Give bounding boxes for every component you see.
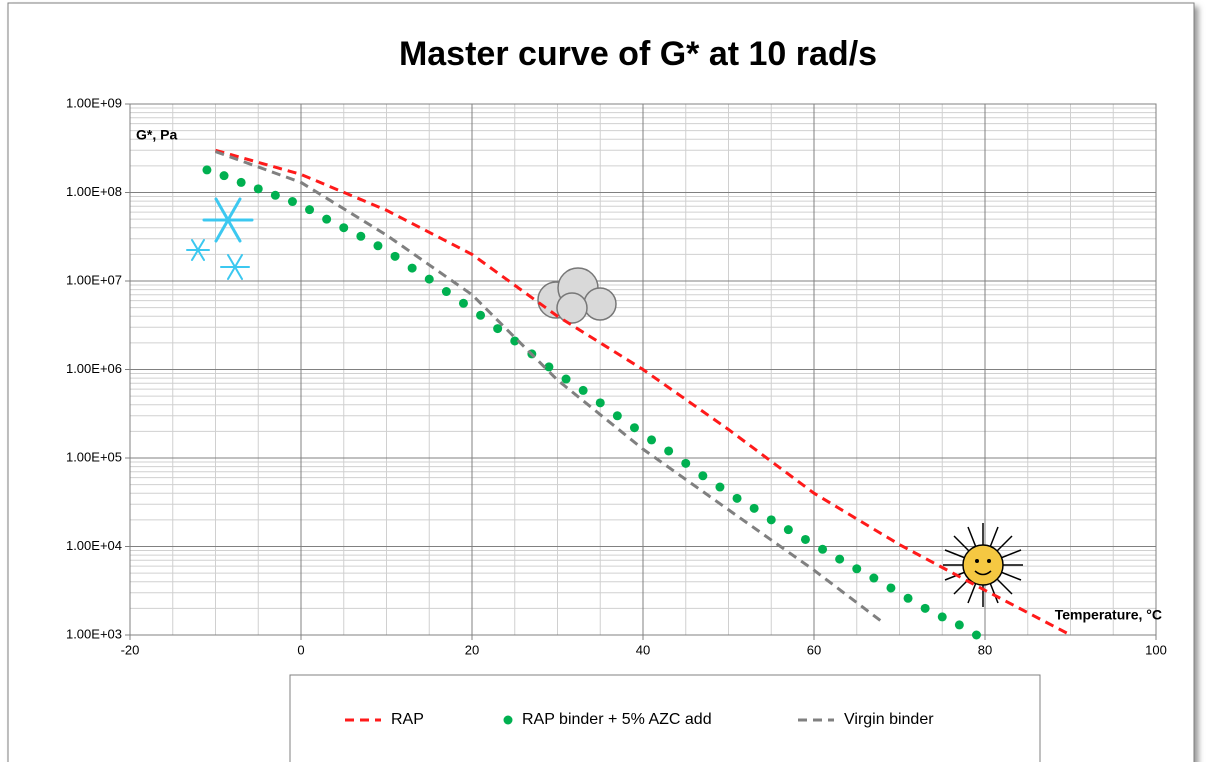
y-tick-label: 1.00E+03: [66, 626, 122, 641]
sun-icon: [943, 523, 1023, 607]
y-tick-label: 1.00E+07: [66, 272, 122, 287]
series-line: [214, 150, 884, 624]
data-point: [920, 603, 930, 613]
data-point: [595, 398, 605, 408]
y-tick-label: 1.00E+05: [66, 449, 122, 464]
data-point: [561, 374, 571, 384]
data-point: [766, 515, 776, 525]
data-point: [458, 298, 468, 308]
data-point: [715, 482, 725, 492]
data-point: [800, 534, 810, 544]
data-point: [236, 177, 246, 187]
data-point: [647, 435, 657, 445]
data-point: [664, 446, 674, 456]
data-point: [339, 223, 349, 233]
data-point: [852, 564, 862, 574]
data-point: [373, 241, 383, 251]
data-point: [937, 612, 947, 622]
cloud-icon: [537, 267, 617, 324]
data-point: [322, 214, 332, 224]
data-point: [544, 362, 554, 372]
data-point: [749, 503, 759, 513]
series-marks: [202, 148, 1072, 640]
legend-label: RAP: [391, 711, 424, 728]
data-point: [869, 573, 879, 583]
x-tick-label: 60: [807, 642, 821, 657]
data-point: [287, 197, 297, 207]
chart-frame: [7, 2, 1195, 762]
data-point: [681, 458, 691, 468]
x-tick-label: 0: [297, 642, 304, 657]
data-point: [270, 190, 280, 200]
series-line: [215, 148, 1072, 637]
data-point: [441, 287, 451, 297]
data-point: [698, 471, 708, 481]
grid: 1.00E+03 1.00E+04 1.00E+05 1.00E+06 1.00E+07…: [66, 95, 1167, 657]
data-point: [424, 274, 434, 284]
y-axis-title: G*, Pa: [136, 127, 177, 143]
data-point: [493, 324, 503, 334]
data-point: [783, 525, 793, 535]
data-point: [835, 554, 845, 564]
data-point: [612, 411, 622, 421]
y-tick-label: 1.00E+08: [66, 184, 122, 199]
y-tick-label: 1.00E+06: [66, 361, 122, 376]
data-point: [219, 171, 229, 181]
y-tick-label: 1.00E+09: [66, 95, 122, 110]
legend-marker: [503, 715, 513, 725]
x-tick-label: 100: [1145, 642, 1167, 657]
data-point: [971, 630, 981, 640]
legend-label: RAP binder + 5% AZC add: [522, 711, 712, 728]
y-tick-label: 1.00E+04: [66, 538, 122, 553]
data-point: [407, 263, 417, 273]
data-point: [305, 205, 315, 215]
data-point: [202, 165, 212, 175]
legend-box: [289, 674, 1041, 762]
data-point: [476, 310, 486, 320]
data-point: [886, 583, 896, 593]
data-point: [629, 423, 639, 433]
legend-label: Virgin binder: [844, 711, 934, 728]
x-axis-title: Temperature, °C: [1055, 607, 1162, 623]
x-tick-label: -20: [121, 642, 140, 657]
x-tick-label: 80: [978, 642, 992, 657]
data-point: [510, 336, 520, 346]
data-point: [390, 251, 400, 261]
data-point: [253, 184, 263, 194]
data-point: [954, 620, 964, 630]
chart-title: Master curve of G* at 10 rad/s: [399, 35, 877, 73]
data-point: [818, 544, 828, 554]
plot-frame: [129, 103, 1157, 636]
data-point: [903, 593, 913, 603]
data-point: [578, 385, 588, 395]
data-point: [732, 493, 742, 503]
data-point: [356, 231, 366, 241]
legend: RAP RAP binder + 5% AZC add Virgin binder: [345, 711, 934, 728]
snowflake-icons: [186, 197, 254, 280]
x-tick-label: 40: [636, 642, 650, 657]
x-tick-label: 20: [465, 642, 479, 657]
